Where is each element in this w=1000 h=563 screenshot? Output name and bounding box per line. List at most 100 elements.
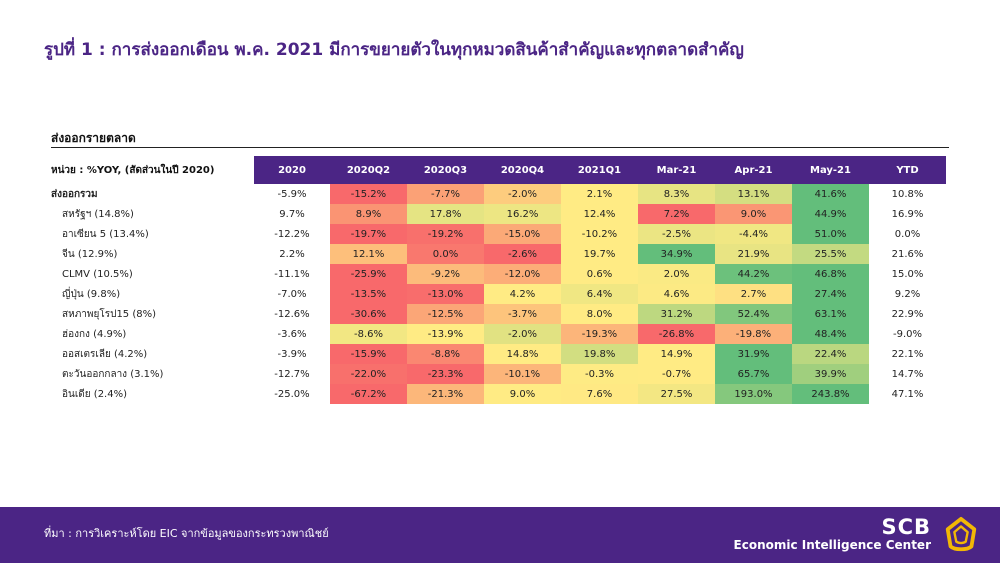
- heatmap-cell: 10.8%: [869, 184, 946, 204]
- heatmap-cell: -2.5%: [638, 224, 715, 244]
- heatmap-cell: -0.7%: [638, 364, 715, 384]
- heatmap-cell: 2.2%: [254, 244, 330, 264]
- heatmap-cell: 8.3%: [638, 184, 715, 204]
- column-header: 2020Q2: [330, 156, 407, 184]
- table-row: CLMV (10.5%) -11.1% -25.9% -9.2% -12.0% 0.6% 2…: [51, 264, 946, 284]
- scb-logo-icon: [945, 516, 977, 552]
- heatmap-cell: 6.4%: [561, 284, 638, 304]
- heatmap-cell: -7.7%: [407, 184, 484, 204]
- row-label: อินเดีย (2.4%): [62, 388, 127, 400]
- heatmap-cell: 31.2%: [638, 304, 715, 324]
- heatmap-cell: -21.3%: [407, 384, 484, 404]
- table-header-row: หน่วย : %YOY, (สัดส่วนในปี 2020) 2020 2020…: [51, 156, 946, 184]
- row-label: ตะวันออกกลาง (3.1%): [62, 368, 164, 380]
- heatmap-cell: 2.7%: [715, 284, 792, 304]
- column-header: 2020: [254, 156, 330, 184]
- heatmap-cell: 14.7%: [869, 364, 946, 384]
- heatmap-cell: 25.5%: [792, 244, 869, 264]
- table-row: ญี่ปุ่น (9.8%) -7.0% -13.5% -13.0% 4.2% 6.4% 4…: [51, 284, 946, 304]
- heatmap-cell: 7.2%: [638, 204, 715, 224]
- heatmap-cell: -30.6%: [330, 304, 407, 324]
- heatmap-cell: 0.6%: [561, 264, 638, 284]
- heatmap-cell: -7.0%: [254, 284, 330, 304]
- row-label: ส่งออกรวม: [51, 188, 98, 200]
- heatmap-cell: 27.5%: [638, 384, 715, 404]
- heatmap-cell: 16.9%: [869, 204, 946, 224]
- heatmap-cell: 12.4%: [561, 204, 638, 224]
- heatmap-cell: 9.0%: [484, 384, 561, 404]
- table-row: อินเดีย (2.4%) -25.0% -67.2% -21.3% 9.0% 7.6%…: [51, 384, 946, 404]
- heatmap-cell: -3.7%: [484, 304, 561, 324]
- heatmap-cell: -2.0%: [484, 184, 561, 204]
- heatmap-cell: -22.0%: [330, 364, 407, 384]
- brand-block: SCB Economic Intelligence Center: [734, 516, 931, 552]
- heatmap-cell: -0.3%: [561, 364, 638, 384]
- table-row: ฮ่องกง (4.9%) -3.6% -8.6% -13.9% -2.0% -19.3%…: [51, 324, 946, 344]
- heatmap-cell: 51.0%: [792, 224, 869, 244]
- heatmap-cell: 0.0%: [407, 244, 484, 264]
- heatmap-cell: 44.2%: [715, 264, 792, 284]
- heatmap-cell: 21.6%: [869, 244, 946, 264]
- heatmap-cell: 63.1%: [792, 304, 869, 324]
- heatmap-table: หน่วย : %YOY, (สัดส่วนในปี 2020) 2020 2020…: [51, 156, 946, 404]
- row-label: สหรัฐฯ (14.8%): [62, 208, 134, 220]
- heatmap-cell: 19.7%: [561, 244, 638, 264]
- heatmap-cell: -3.9%: [254, 344, 330, 364]
- source-note: ที่มา : การวิเคราะห์โดย EIC จากข้อมูลของ…: [44, 527, 329, 540]
- heatmap-cell: 48.4%: [792, 324, 869, 344]
- table-row: ส่งออกรวม -5.9% -15.2% -7.7% -2.0% 2.1% 8.3% 13…: [51, 184, 946, 204]
- column-header: May-21: [792, 156, 869, 184]
- table-row: จีน (12.9%) 2.2% 12.1% 0.0% -2.6% 19.7% 34.9% 2…: [51, 244, 946, 264]
- heatmap-cell: 243.8%: [792, 384, 869, 404]
- heatmap-cell: 41.6%: [792, 184, 869, 204]
- table-row: ออสเตรเลีย (4.2%) -3.9% -15.9% -8.8% 14.8% 19…: [51, 344, 946, 364]
- heatmap-cell: -2.6%: [484, 244, 561, 264]
- heatmap-cell: 21.9%: [715, 244, 792, 264]
- row-label: ญี่ปุ่น (9.8%): [62, 288, 121, 300]
- row-label: ออสเตรเลีย (4.2%): [62, 348, 148, 360]
- table-row: สหรัฐฯ (14.8%) 9.7% 8.9% 17.8% 16.2% 12.4% 7.2…: [51, 204, 946, 224]
- heatmap-cell: 22.9%: [869, 304, 946, 324]
- heatmap-cell: -13.9%: [407, 324, 484, 344]
- column-header: 2020Q3: [407, 156, 484, 184]
- heatmap-cell: -12.2%: [254, 224, 330, 244]
- heatmap-cell: -3.6%: [254, 324, 330, 344]
- heatmap-cell: 14.9%: [638, 344, 715, 364]
- heatmap-cell: -26.8%: [638, 324, 715, 344]
- heatmap-cell: 4.2%: [484, 284, 561, 304]
- row-label: จีน (12.9%): [62, 248, 118, 260]
- row-label: สหภาพยุโรป15 (8%): [62, 308, 157, 320]
- table-row: อาเซียน 5 (13.4%) -12.2% -19.7% -19.2% -15.0…: [51, 224, 946, 244]
- heatmap-cell: -11.1%: [254, 264, 330, 284]
- heatmap-cell: 39.9%: [792, 364, 869, 384]
- heatmap-cell: -4.4%: [715, 224, 792, 244]
- column-header: 2020Q4: [484, 156, 561, 184]
- heatmap-cell: -19.3%: [561, 324, 638, 344]
- heatmap-cell: 22.1%: [869, 344, 946, 364]
- brand-name: SCB: [881, 515, 931, 539]
- heatmap-cell: -12.7%: [254, 364, 330, 384]
- heatmap-cell: 22.4%: [792, 344, 869, 364]
- heatmap-cell: -2.0%: [484, 324, 561, 344]
- heatmap-cell: 9.2%: [869, 284, 946, 304]
- heatmap-cell: 31.9%: [715, 344, 792, 364]
- heatmap-cell: 15.0%: [869, 264, 946, 284]
- heatmap-cell: -9.2%: [407, 264, 484, 284]
- heatmap-cell: 13.1%: [715, 184, 792, 204]
- heatmap-cell: -25.9%: [330, 264, 407, 284]
- heatmap-cell: -13.5%: [330, 284, 407, 304]
- heatmap-cell: 7.6%: [561, 384, 638, 404]
- heatmap-cell: -19.2%: [407, 224, 484, 244]
- heatmap-cell: 46.8%: [792, 264, 869, 284]
- column-header: Apr-21: [715, 156, 792, 184]
- heatmap-cell: 47.1%: [869, 384, 946, 404]
- heatmap-cell: 193.0%: [715, 384, 792, 404]
- heatmap-cell: -19.7%: [330, 224, 407, 244]
- column-header: YTD: [869, 156, 946, 184]
- section-divider: [51, 147, 949, 148]
- heatmap-cell: 19.8%: [561, 344, 638, 364]
- heatmap-cell: 44.9%: [792, 204, 869, 224]
- heatmap-cell: -12.6%: [254, 304, 330, 324]
- row-label: CLMV (10.5%): [62, 268, 133, 280]
- heatmap-cell: -13.0%: [407, 284, 484, 304]
